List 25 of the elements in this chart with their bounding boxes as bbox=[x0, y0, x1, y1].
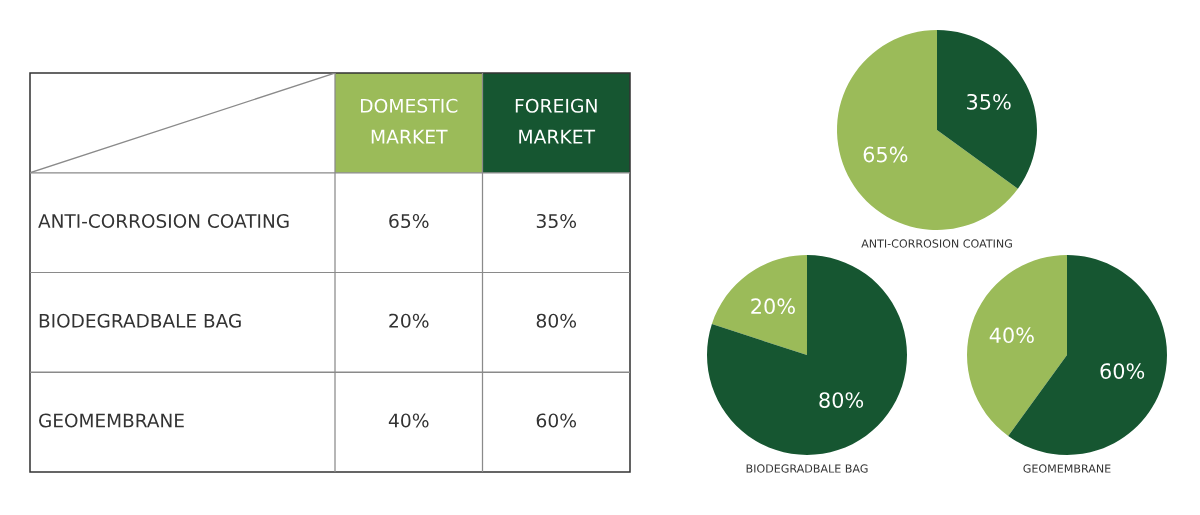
text: GEOMEMBRANE bbox=[1023, 464, 1111, 473]
data-label: 35% bbox=[967, 93, 1011, 110]
category-label: DOMESTIC MARKET bbox=[360, 98, 458, 144]
text: ANTI-CORROSION COATING bbox=[861, 239, 1012, 248]
pie-slice bbox=[707, 255, 907, 455]
data-label: 20% bbox=[751, 298, 795, 315]
text: 35% bbox=[536, 213, 577, 229]
pie-slice bbox=[967, 255, 1067, 436]
text: BIODEGRADBALE BAG bbox=[746, 464, 868, 473]
pie-slice bbox=[837, 30, 1018, 230]
text: 20% bbox=[389, 313, 429, 328]
text: 60% bbox=[536, 413, 577, 428]
pie-slice bbox=[711, 255, 807, 355]
category-label: BIODEGRADBALE BAG bbox=[39, 313, 241, 328]
category-label: FOREIGN MARKET bbox=[515, 98, 597, 144]
text: 40% bbox=[388, 413, 429, 428]
data-label: 60% bbox=[1100, 363, 1145, 379]
data-label: 65% bbox=[863, 146, 908, 163]
text: 80% bbox=[536, 313, 577, 328]
data-label: 80% bbox=[819, 392, 864, 408]
data-label: 40% bbox=[989, 327, 1034, 344]
text: 65% bbox=[389, 213, 429, 229]
category-label: ANTI-CORROSION COATING bbox=[38, 214, 289, 228]
pie-slice bbox=[937, 30, 1037, 189]
category-label: GEOMEMBRANE bbox=[39, 413, 184, 428]
